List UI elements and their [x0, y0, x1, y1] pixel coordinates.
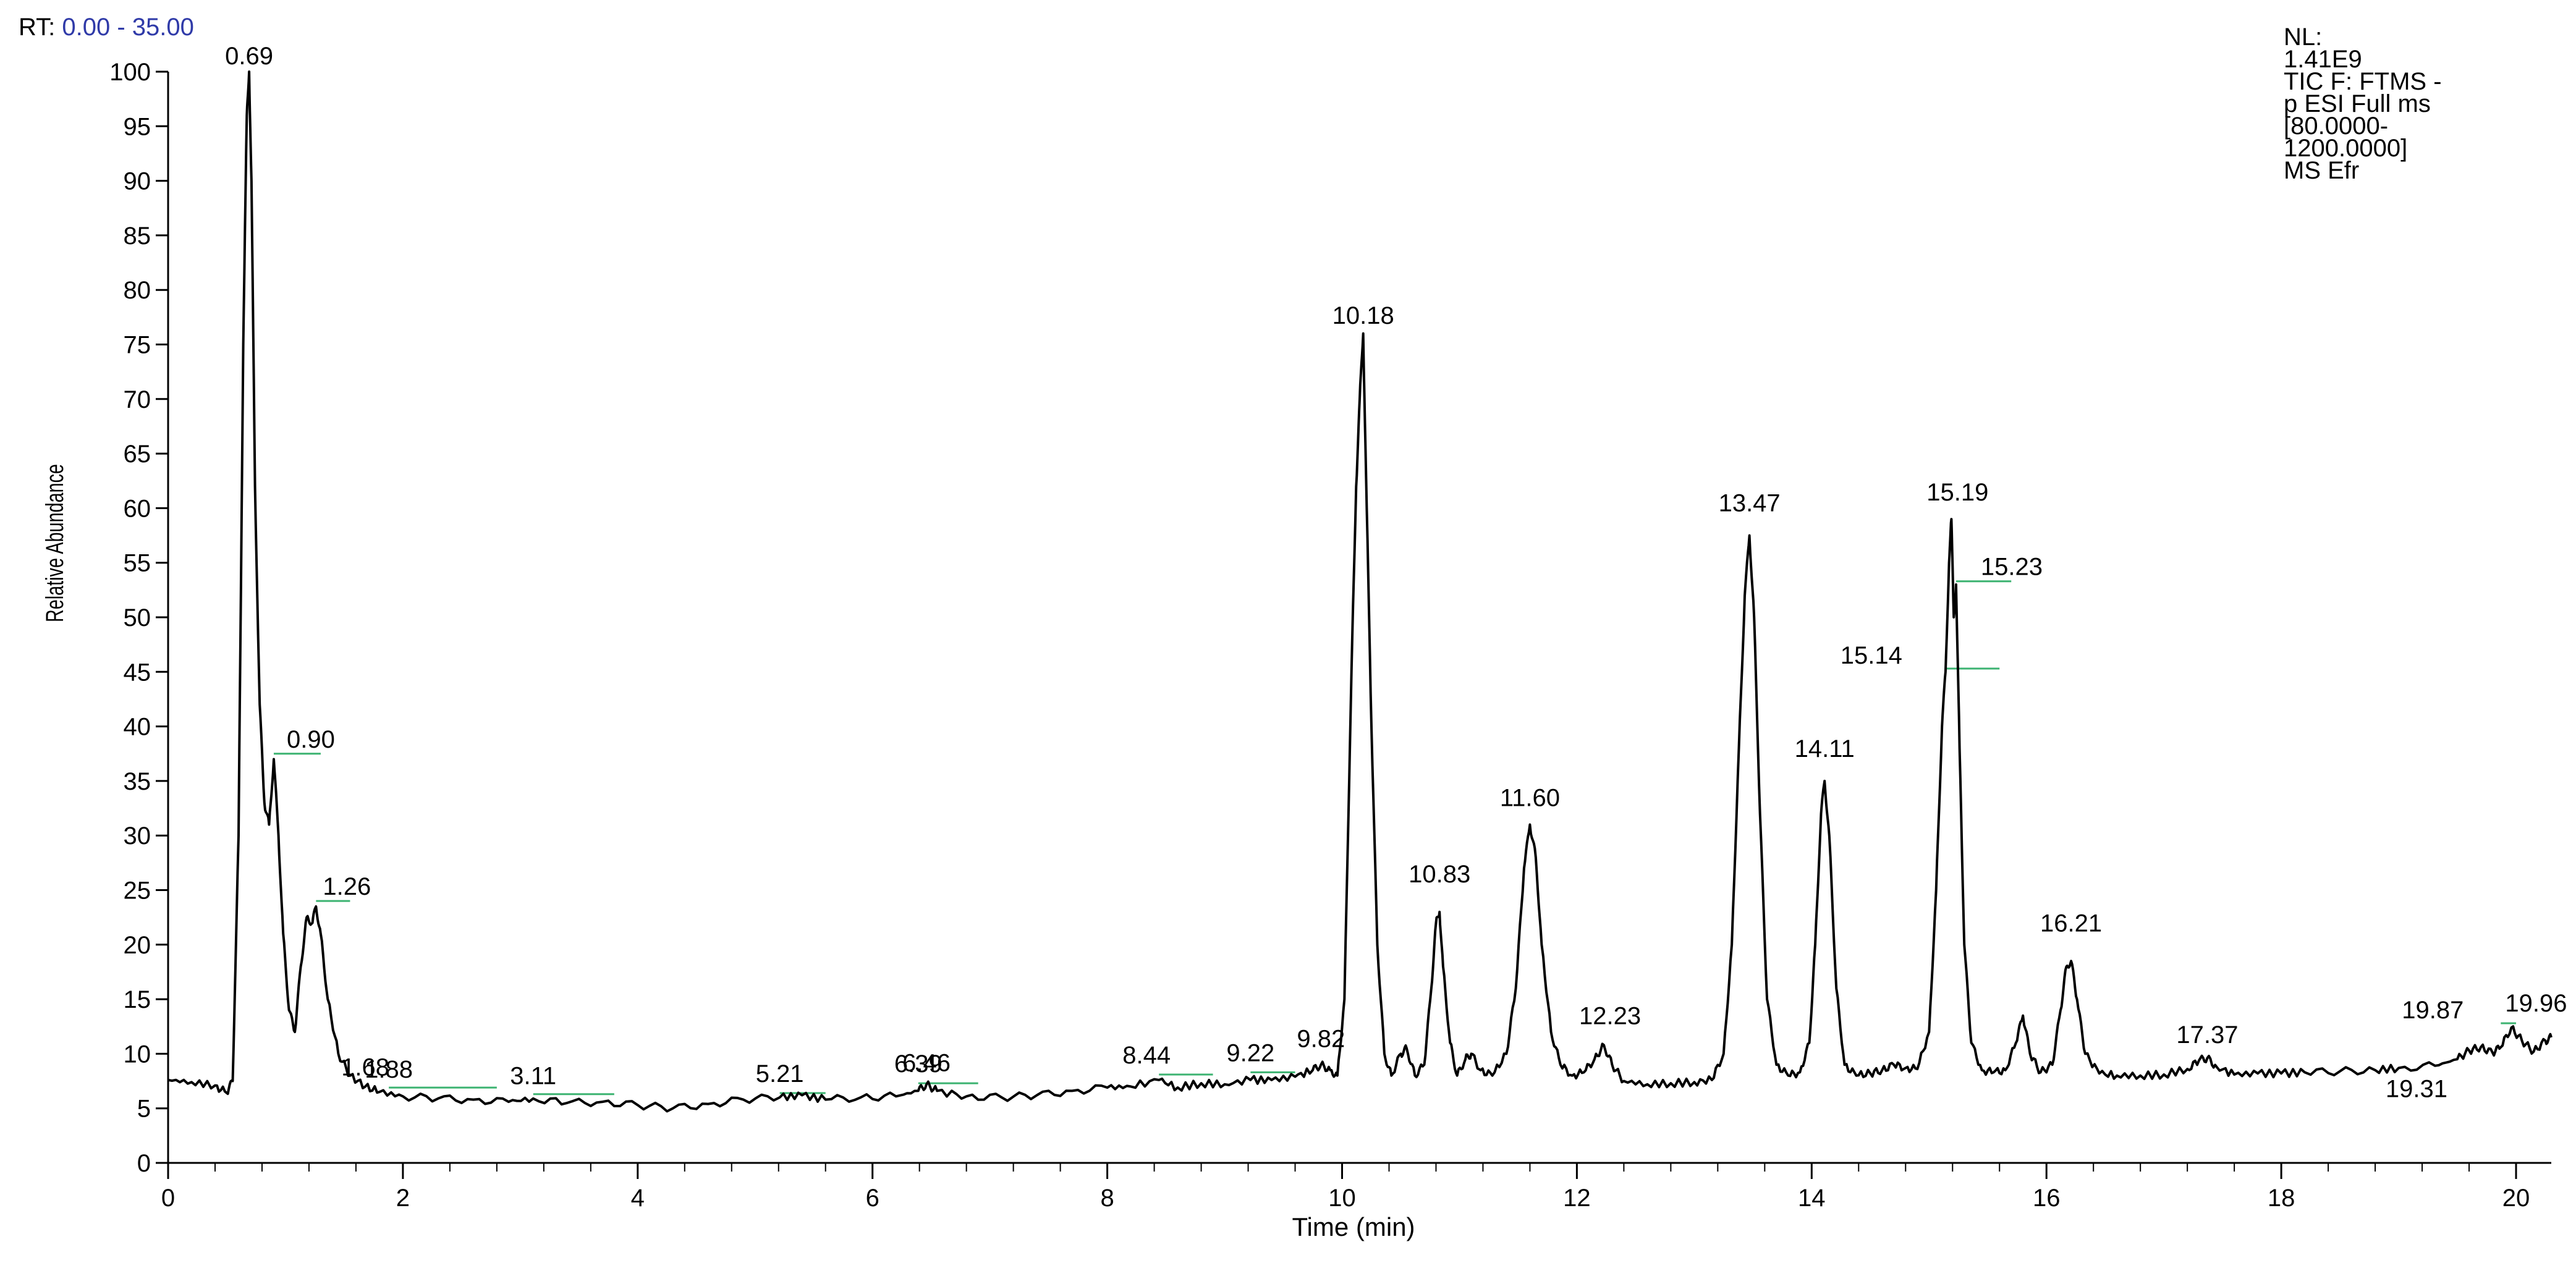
info-line: p ESI Full ms	[2284, 90, 2431, 117]
y-tick-label: 0	[137, 1150, 151, 1177]
y-tick-label: 10	[124, 1041, 151, 1068]
x-tick-label: 10	[1328, 1185, 1356, 1212]
tic-trace-line	[167, 70, 2553, 1113]
peak-label: 16.21	[2040, 910, 2102, 937]
peak-label: 10.18	[1332, 302, 1394, 329]
x-tick-label: 18	[2268, 1185, 2295, 1212]
y-tick-label: 55	[124, 550, 151, 577]
info-line: NL:	[2284, 23, 2323, 51]
peak-label: 8.44	[1122, 1042, 1171, 1069]
peak-label: 0.90	[287, 726, 335, 753]
rt-prefix: RT:	[19, 14, 56, 41]
peak-label: 13.47	[1719, 490, 1781, 517]
x-tick-label: 2	[396, 1185, 410, 1212]
rt-range-label: RT: 0.00 - 35.00	[19, 14, 194, 41]
y-tick-label: 65	[124, 441, 151, 468]
peak-label: 6.39	[894, 1050, 943, 1078]
y-tick-label: 50	[124, 604, 151, 632]
peak-label: 0.69	[225, 43, 273, 70]
y-axis-label: Relative Abundance	[41, 464, 69, 622]
peak-label: 9.22	[1226, 1039, 1274, 1067]
y-tick-label: 15	[124, 986, 151, 1013]
peak-label: 14.11	[1795, 735, 1855, 762]
peak-label: 11.60	[1500, 785, 1560, 812]
rt-range-value: 0.00 - 35.00	[62, 14, 194, 41]
y-tick-label: 45	[124, 659, 151, 686]
peak-label: 1.68	[341, 1054, 389, 1081]
peak-label: 17.37	[2176, 1021, 2238, 1049]
info-line: TIC F: FTMS -	[2284, 68, 2442, 95]
x-tick-label: 14	[1798, 1185, 1826, 1212]
x-tick-label: 8	[1100, 1185, 1114, 1212]
peak-label: 3.11	[510, 1063, 556, 1090]
x-tick-label: 6	[866, 1185, 879, 1212]
axes: 0510152025303540455055606570758085909510…	[109, 59, 2551, 1212]
y-tick-label: 20	[124, 932, 151, 959]
y-tick-label: 95	[124, 113, 151, 140]
x-tick-label: 16	[2033, 1185, 2061, 1212]
x-tick-label: 0	[161, 1185, 175, 1212]
y-tick-label: 30	[124, 822, 151, 850]
y-tick-label: 35	[124, 768, 151, 795]
info-line: 1200.0000]	[2284, 135, 2408, 162]
peak-label: 10.83	[1409, 861, 1470, 888]
peak-label: 15.23	[1981, 554, 2043, 581]
x-tick-label: 20	[2502, 1185, 2530, 1212]
peak-label: 12.23	[1579, 1003, 1641, 1030]
peak-label: 19.31	[2386, 1076, 2447, 1103]
y-tick-label: 25	[124, 877, 151, 905]
y-tick-label: 70	[124, 386, 151, 413]
peak-label: 19.96	[2505, 990, 2567, 1017]
x-axis-label: Time (min)	[1292, 1212, 1415, 1241]
y-tick-label: 80	[124, 277, 151, 304]
peak-label: 1.26	[323, 873, 371, 900]
peak-label: 15.19	[1926, 479, 1988, 506]
y-tick-label: 85	[124, 222, 151, 250]
info-line: MS Efr	[2284, 157, 2360, 184]
annotation-lines	[273, 580, 2517, 1096]
peak-label: 1.88	[365, 1056, 413, 1083]
peak-label: 5.21	[756, 1060, 804, 1088]
x-tick-label: 12	[1563, 1185, 1591, 1212]
peak-label: 19.87	[2402, 997, 2464, 1024]
x-tick-label: 4	[631, 1185, 645, 1212]
y-tick-label: 90	[124, 168, 151, 195]
trace-layer	[167, 70, 2553, 1113]
y-tick-label: 100	[109, 59, 151, 86]
y-tick-label: 5	[137, 1096, 151, 1123]
info-line: [80.0000-	[2284, 112, 2389, 140]
acquisition-info: NL: 1.41E9 TIC F: FTMS - p ESI Full ms […	[2284, 23, 2442, 184]
y-tick-label: 60	[124, 495, 151, 522]
peak-label: 9.82	[1297, 1025, 1345, 1052]
y-tick-label: 75	[124, 332, 151, 359]
peak-label: 6.46	[902, 1049, 951, 1076]
peak-labels: 0.69 0.90 1.26 1.681.88 3.11 5.21 6.396.46 8.44…	[225, 43, 2567, 1103]
y-tick-label: 40	[124, 714, 151, 741]
peak-label: 15.14	[1841, 642, 1902, 669]
info-line: 1.41E9	[2284, 46, 2362, 73]
